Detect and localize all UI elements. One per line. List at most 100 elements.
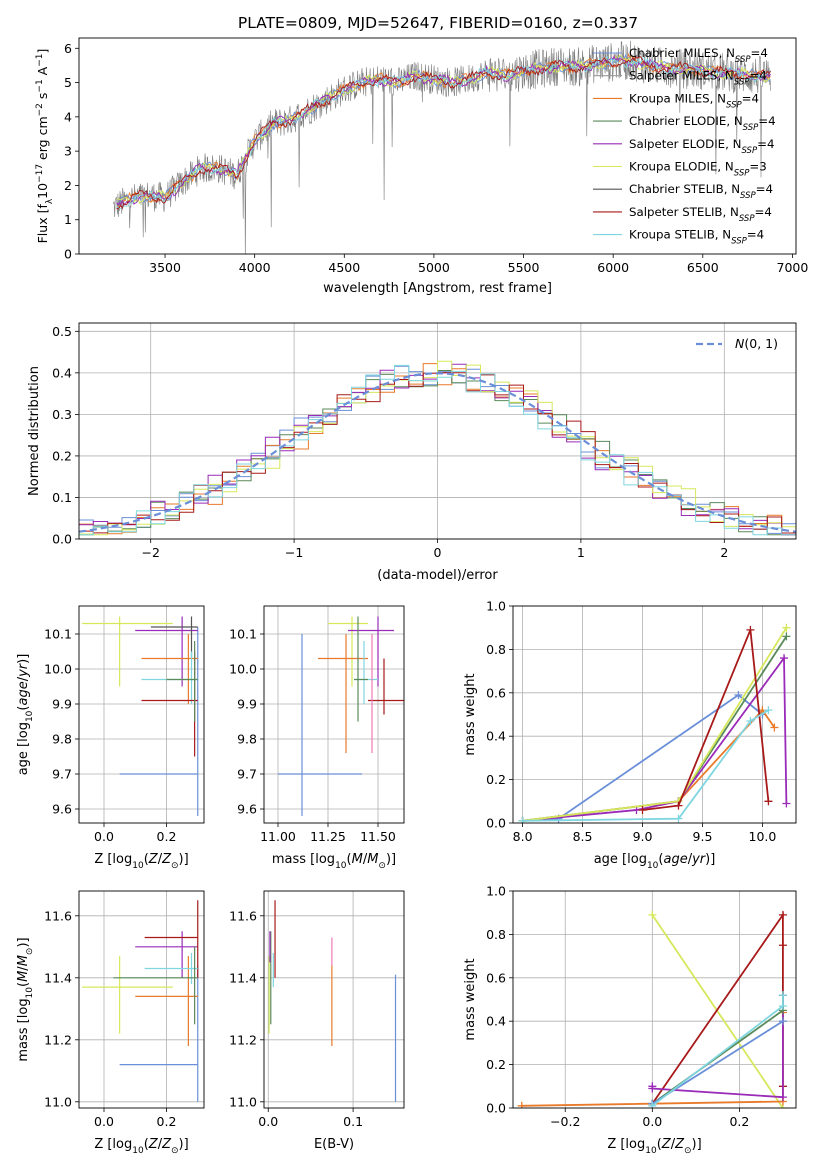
x-tick-label: −2 (141, 545, 159, 560)
y-tick-label: 0.6 (486, 970, 506, 985)
y-tick-label: 0.2 (486, 1057, 506, 1072)
label-part: ( (657, 1137, 662, 1152)
legend-label: N (735, 336, 745, 351)
x-axis-label: Z [log10(Z/Z⊙)] (94, 852, 188, 871)
weight-marker (778, 910, 787, 919)
legend-sub: SSP (731, 237, 747, 247)
y-tick-label: 6 (64, 41, 72, 56)
label-part: ⊙ (171, 861, 179, 871)
label-part: A (35, 66, 50, 79)
label-part: )] (179, 1137, 189, 1152)
label-part: 10 (132, 861, 144, 871)
plot-area-residuals (79, 360, 796, 536)
label-part: ⊙ (684, 1146, 692, 1156)
label-part: −17 (35, 164, 45, 183)
legend-entry: Kroupa MILES, NSSP=4 (629, 91, 759, 110)
legend-suffix: =3 (749, 160, 766, 174)
spectrum-model (116, 54, 771, 205)
y-tick-label: 0.5 (52, 324, 72, 339)
y-tick-label: 11.4 (44, 970, 72, 985)
y-tick-label: 9.8 (237, 732, 257, 747)
legend-entry: Chabrier MILES, NSSP=4 (629, 46, 768, 65)
y-tick-label: 0.6 (486, 685, 506, 700)
label-part: M (367, 852, 378, 867)
y-tick-label: 0.4 (486, 1014, 506, 1029)
label-part: 10 (35, 183, 50, 199)
label-part: 10 (335, 861, 347, 871)
axes-z-age: 0.0 0.29.69.79.89.910.010.1Z [log10(Z/Z⊙)… (16, 605, 205, 871)
legend-sub: SSP (726, 100, 742, 110)
y-tick-label: 3 (64, 144, 72, 159)
label-part: erg cm (35, 116, 50, 164)
weight-marker (674, 814, 683, 823)
label-part: Z (161, 852, 172, 867)
weight-line (651, 914, 784, 1108)
x-tick-label: 10.0 (749, 829, 777, 844)
weight-marker (734, 690, 743, 699)
weight-marker (638, 805, 647, 814)
legend-label: Chabrier ELODIE, N (629, 114, 743, 128)
label-part: ( (16, 982, 31, 987)
legend-entry: Salpeter MILES, NSSP=4 (629, 69, 767, 88)
y-tick-label: 0.3 (52, 407, 72, 422)
legend-entry: Kroupa STELIB, NSSP=4 (629, 228, 764, 247)
plot-layer: 3500 4000 4500 5000 5500 6000 6500 7000 0 1 2 3 4 5 6 w… (16, 37, 808, 1156)
legend-label: Chabrier STELIB, N (629, 182, 740, 196)
x-tick-label: 4500 (328, 260, 360, 275)
x-tick-label: 9.0 (633, 829, 653, 844)
weight-marker (764, 706, 773, 715)
x-axis-label: wavelength [Angstrom, rest frame] (323, 281, 552, 296)
label-part: )] (705, 852, 715, 867)
x-axis-label: E(B-V) (314, 1137, 354, 1152)
label-part: / (16, 966, 31, 971)
axes-frame (512, 605, 797, 824)
x-tick-label: 0.2 (157, 829, 177, 844)
y-tick-label: 1.0 (486, 884, 506, 899)
label-part: Z (148, 1137, 159, 1152)
x-tick-label: 5000 (418, 260, 450, 275)
legend-label: (0, 1) (744, 336, 778, 351)
axes-frame (78, 890, 205, 1109)
y-axis-label: Flux [fλ10−17 erg cm−2 s−1 A−1] (35, 49, 55, 244)
label-part: λ (45, 198, 55, 204)
label-part: Flux [f (35, 204, 50, 244)
x-tick-label: −0.2 (550, 1114, 580, 1129)
legend-sub: SSP (739, 214, 755, 224)
label-part: yr (691, 852, 707, 867)
label-part: ( (144, 1137, 149, 1152)
legend-suffix: =4 (742, 91, 759, 105)
y-tick-label: 0.8 (486, 642, 506, 657)
label-part: −1 (35, 79, 45, 92)
x-axis-label: age [log10(age/yr)] (594, 852, 716, 871)
x-tick-label: 0.1 (343, 1114, 363, 1129)
y-tick-label: 9.9 (52, 697, 72, 712)
weight-marker (648, 1101, 657, 1108)
x-tick-label: 8.0 (513, 829, 533, 844)
y-axis-label: Normed distribution (27, 366, 42, 496)
spectrum-model (116, 55, 771, 210)
y-tick-label: 2 (64, 178, 72, 193)
plot-area-ebv-mass (268, 900, 397, 1102)
label-part: −1 (35, 54, 45, 67)
label-part: )] (386, 852, 396, 867)
y-tick-label: 9.8 (52, 732, 72, 747)
label-part: / (363, 852, 368, 867)
y-axis-label: mass weight (463, 673, 478, 755)
y-axis-label: mass weight (463, 958, 478, 1040)
y-axis-label: age [log10(age/yr)] (16, 654, 35, 776)
plot-area-spectrum (112, 40, 771, 254)
weight-marker (517, 1101, 526, 1108)
y-tick-label: 0.0 (486, 1101, 506, 1116)
y-tick-label: 0.2 (486, 772, 506, 787)
x-axis-label: mass [log10(M/M⊙)] (272, 852, 396, 871)
axes-residuals: −2 −1 0 1 2 0.0 0.1 0.2 0.3 0.4 0.5 (data-model)/er… (27, 322, 797, 583)
legend-sub: SSP (740, 191, 756, 201)
label-part: / (158, 1137, 163, 1152)
x-axis-label: Z [log10(Z/Z⊙)] (607, 1137, 701, 1156)
weight-marker (778, 1093, 787, 1102)
y-tick-label: 0.2 (52, 448, 72, 463)
y-tick-label: 0.4 (52, 365, 72, 380)
legend-entry: Salpeter STELIB, NSSP=4 (629, 205, 772, 224)
weight-marker (648, 1084, 657, 1093)
